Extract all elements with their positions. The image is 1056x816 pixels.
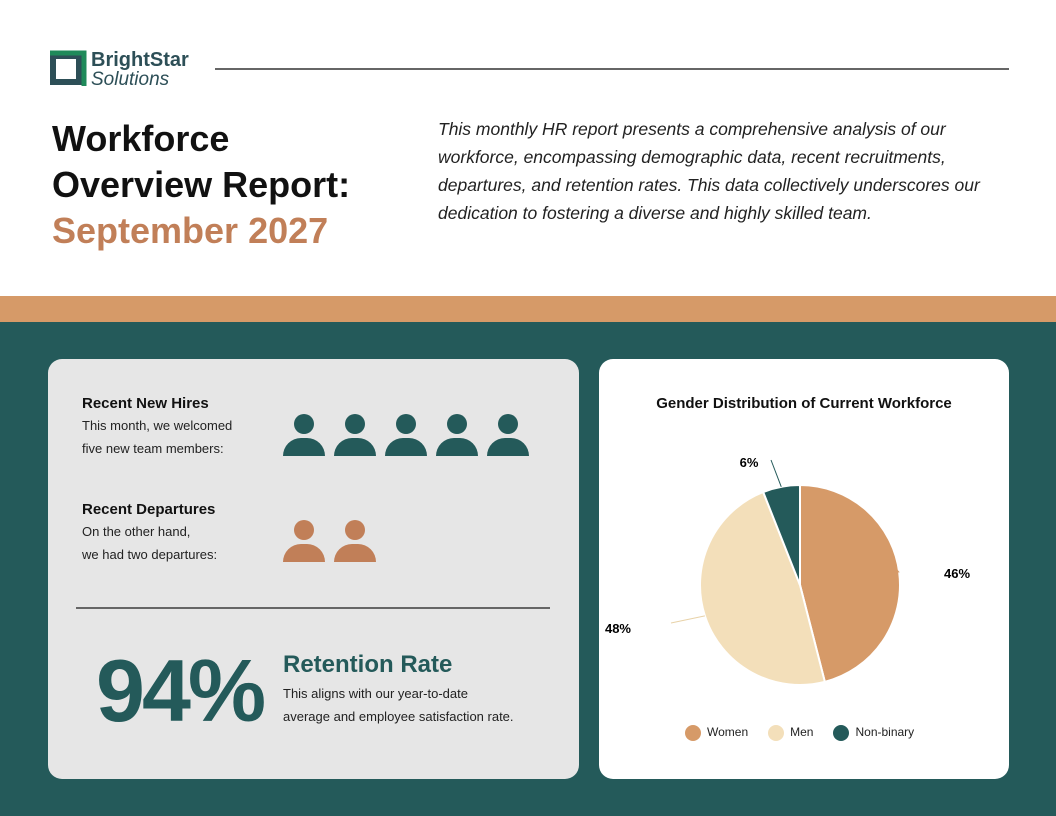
data-label: 6% <box>740 455 759 470</box>
person-icon <box>487 414 529 456</box>
retention-line: average and employee satisfaction rate. <box>283 709 514 724</box>
chart-legend: Women Men Non-binary <box>685 725 914 741</box>
legend-item-women: Women <box>685 725 748 741</box>
title-date: September 2027 <box>52 210 329 251</box>
divider <box>76 607 550 609</box>
departures-section: Recent Departures On the other hand, we … <box>82 501 217 566</box>
departures-title: Recent Departures <box>82 501 216 518</box>
legend-swatch <box>768 725 785 741</box>
retention-value: 94% <box>96 641 266 740</box>
hires-title: Recent New Hires <box>82 395 209 412</box>
retention-line: This aligns with our year-to-date <box>283 686 468 701</box>
hires-section: Recent New Hires This month, we welcomed… <box>82 395 232 460</box>
title-line: Workforce <box>52 118 230 159</box>
leader-line <box>896 569 900 573</box>
departures-text: we had two departures: <box>82 547 218 562</box>
title-line: Overview Report: <box>52 164 351 205</box>
brand-logo: BrightStar Solutions <box>91 50 189 89</box>
person-icon <box>385 414 427 456</box>
intro-text: This monthly HR report presents a compre… <box>438 119 980 223</box>
hires-text: This month, we welcomed <box>82 418 233 433</box>
pie-slice-men <box>699 490 827 686</box>
legend-item-non-binary: Non-binary <box>833 725 914 741</box>
leader-line <box>770 459 782 487</box>
legend-label: Non-binary <box>855 725 915 740</box>
legend-swatch <box>833 725 850 741</box>
data-label: 46% <box>944 566 970 581</box>
header-rule <box>215 68 1009 70</box>
stats-card <box>48 359 579 779</box>
legend-swatch <box>685 725 701 741</box>
chart-title: Gender Distribution of Current Workforce <box>656 395 952 412</box>
legend-label: Women <box>707 725 749 740</box>
data-label: 48% <box>605 621 631 636</box>
retention-title: Retention Rate <box>283 651 453 678</box>
brand-sub: Solutions <box>91 69 170 90</box>
logo-icon <box>50 50 87 86</box>
person-icon <box>436 414 478 456</box>
accent-band <box>0 296 1056 322</box>
leader-line <box>670 615 705 624</box>
legend-label: Men <box>790 725 814 740</box>
pie-chart: 46% 48% 6% <box>605 455 970 686</box>
person-icon <box>283 414 325 456</box>
page-title: Workforce Overview Report: September 202… <box>52 116 350 254</box>
departures-text: On the other hand, <box>82 524 191 539</box>
hires-text: five new team members: <box>82 441 224 456</box>
person-icon <box>283 520 325 562</box>
person-icon <box>334 414 376 456</box>
person-icon <box>334 520 376 562</box>
retention-text: This aligns with our year-to-date averag… <box>283 682 514 728</box>
pie-slice-non-binary <box>761 483 801 586</box>
brand-name: BrightStar <box>91 49 189 71</box>
legend-item-men: Men <box>768 725 813 741</box>
